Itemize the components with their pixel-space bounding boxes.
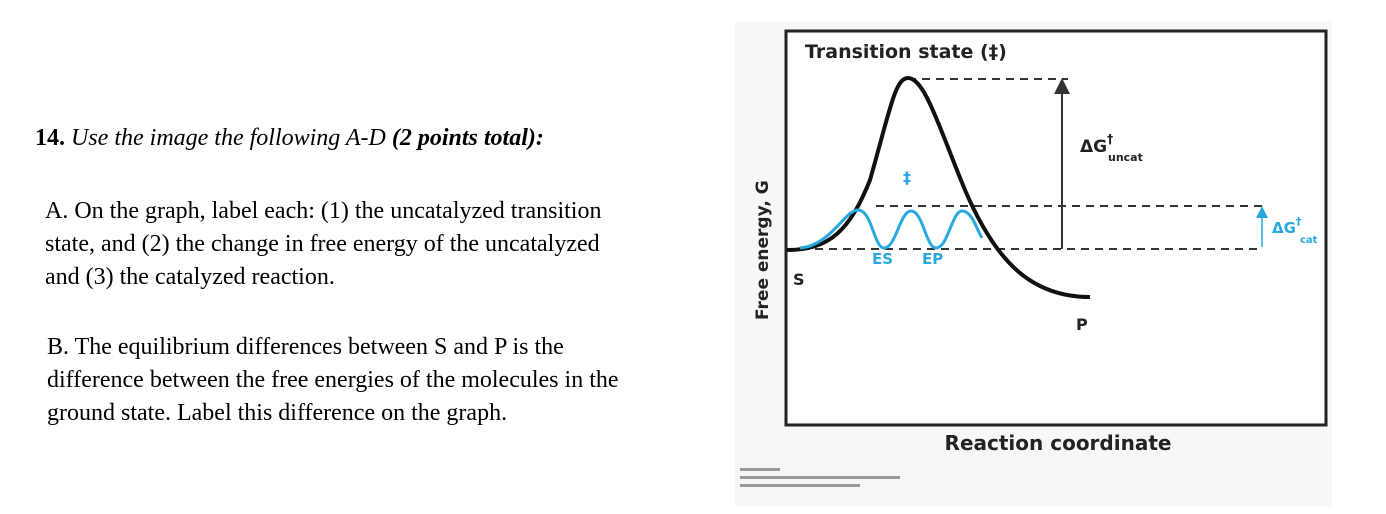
delta-g: ΔG bbox=[1272, 219, 1296, 237]
dagger: † bbox=[1296, 215, 1302, 228]
points: (2 points total): bbox=[391, 125, 544, 151]
text-line: difference between the free energies of … bbox=[47, 367, 619, 393]
instruction: Use the image the following A-D bbox=[71, 125, 386, 151]
uncat-label: ΔG† uncat bbox=[1080, 132, 1143, 164]
delta-g: ΔG bbox=[1080, 137, 1107, 157]
plot-frame bbox=[784, 29, 1328, 427]
text-line: ground state. Label this difference on t… bbox=[47, 400, 508, 426]
ep-label: EP bbox=[922, 250, 943, 268]
y-axis-label: Free energy, G bbox=[753, 180, 773, 320]
part-b: B. The equilibrium differences between S… bbox=[47, 331, 619, 430]
es-label: ES bbox=[872, 250, 893, 268]
text-line: B. The equilibrium differences between S… bbox=[47, 334, 564, 360]
question: 14. Use the image the following A-D (2 p… bbox=[35, 125, 544, 152]
dagger-label: ‡ bbox=[903, 168, 911, 187]
diagram-title: Transition state (‡) bbox=[805, 41, 1007, 63]
substrate-label: S bbox=[793, 270, 805, 289]
text-line: state, and (2) the change in free energy… bbox=[45, 231, 600, 257]
product-label: P bbox=[1076, 315, 1088, 334]
text-line: A. On the graph, label each: (1) the unc… bbox=[45, 198, 602, 224]
x-axis-label: Reaction coordinate bbox=[945, 431, 1172, 455]
uncatalyzed-curve bbox=[786, 75, 1091, 299]
cat-label: ΔG† cat bbox=[1272, 215, 1318, 246]
part-a: A. On the graph, label each: (1) the unc… bbox=[45, 195, 601, 294]
credit-marks bbox=[740, 468, 900, 487]
question-number: 14. bbox=[35, 125, 65, 151]
catalyzed-curve bbox=[799, 208, 984, 250]
dagger: † bbox=[1107, 132, 1113, 146]
subscript: cat bbox=[1300, 235, 1318, 246]
subscript: uncat bbox=[1108, 151, 1143, 164]
text-line: and (3) the catalyzed reaction. bbox=[45, 264, 335, 290]
